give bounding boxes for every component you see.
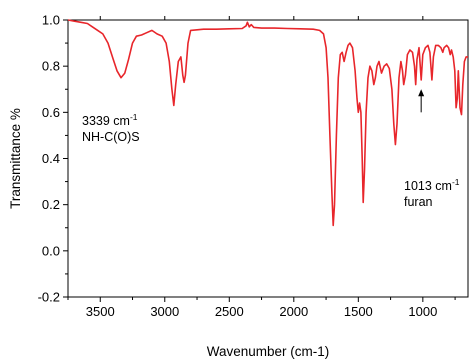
y-tick-label: 0.4 (42, 151, 60, 166)
y-tick-label: 0.0 (42, 243, 60, 258)
y-tick-label: 0.8 (42, 59, 60, 74)
y-axis-title: Transmittance % (8, 108, 23, 209)
annotation-text: furan (404, 195, 433, 209)
annotation-text: NH-C(O)S (82, 130, 140, 144)
x-tick-label: 3000 (150, 304, 179, 319)
nh-annotation: 3339 cm-1 NH-C(O)S (82, 112, 140, 144)
y-tick-label: 0.6 (42, 105, 60, 120)
x-tick-label: 1500 (344, 304, 373, 319)
y-tick-label: -0.2 (38, 290, 60, 305)
annotation-text: 1013 cm-1 (404, 177, 460, 193)
furan-annotation: 1013 cm-1 furan (404, 89, 460, 209)
annotation-layer: 3339 cm-1 NH-C(O)S 1013 cm-1 furan (82, 89, 460, 209)
y-tick-label: 1.0 (42, 13, 60, 28)
annotation-text: 3339 cm-1 (82, 112, 138, 128)
y-tick-label: 0.2 (42, 197, 60, 212)
x-tick-label: 1000 (408, 304, 437, 319)
x-axis-title: Wavenumber (cm-1) (207, 344, 330, 359)
x-tick-label: 2000 (279, 304, 308, 319)
y-axis: -0.2 0.0 0.2 0.4 0.6 0.8 1.0 (38, 13, 68, 305)
x-axis: 3500 3000 2500 2000 1500 1000 (67, 16, 456, 319)
spectrum-line (67, 19, 468, 227)
series-layer (67, 19, 468, 227)
annotation-arrowhead (418, 89, 425, 97)
x-tick-label: 2500 (215, 304, 244, 319)
x-tick-label: 3500 (86, 304, 115, 319)
